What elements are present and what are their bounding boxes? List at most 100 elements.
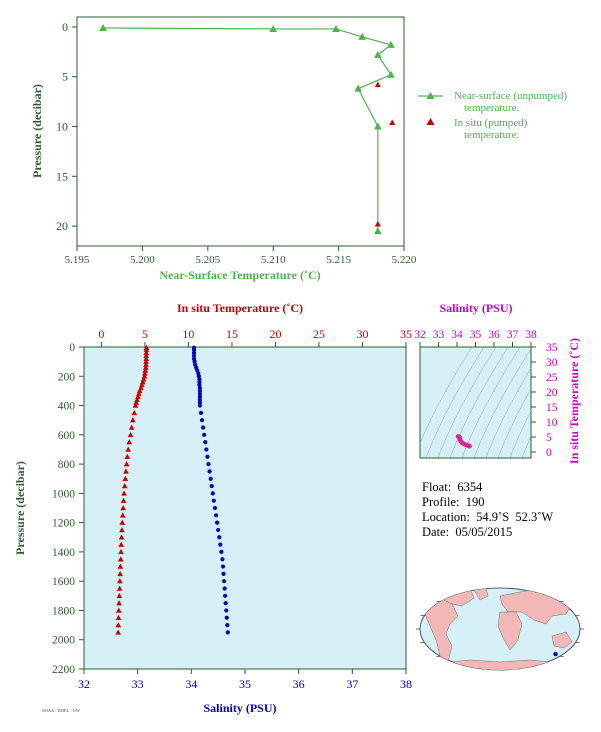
ts-y-tick-label-5: 25 xyxy=(546,372,558,384)
salinity-point-27 xyxy=(205,454,210,459)
temperature-tick-label-7: 35 xyxy=(400,327,412,341)
top-y-ticks: 0 5 10 15 20 xyxy=(56,20,77,233)
salinity-point-50 xyxy=(225,622,230,628)
salinity-tick-label-6: 38 xyxy=(400,677,412,691)
temperature-tick-label-1: 5 xyxy=(142,327,148,341)
float-info: Float: 6354 Profile: 190 Location: 54.9˚… xyxy=(422,480,553,540)
ts-x-tick-label-4: 36 xyxy=(488,329,500,341)
unpumped-point-5 xyxy=(374,50,382,58)
temperature-point-41 xyxy=(117,556,124,562)
legend-unpumped-label-2: temperature. xyxy=(464,102,520,114)
temperature-point-36 xyxy=(119,519,126,525)
temperature-point-23 xyxy=(128,424,135,430)
pumped-point-2 xyxy=(374,220,381,227)
land-africa xyxy=(497,611,523,651)
ts-y-tick-label-2: 10 xyxy=(546,417,558,429)
isoline-6 xyxy=(485,367,531,458)
isoline-5 xyxy=(473,348,531,458)
unpumped-point-0 xyxy=(99,23,107,31)
profile-row: Profile: 190 xyxy=(422,495,553,510)
salinity-point-16 xyxy=(197,391,203,396)
temperature-point-8 xyxy=(142,367,149,373)
temperature-profile-marks xyxy=(115,344,150,635)
isoline-8 xyxy=(509,410,531,458)
temperature-axis-ticks: 0 5 10 15 20 25 30 35 xyxy=(98,327,412,347)
float-location-dot xyxy=(553,651,558,657)
pressure-profile-chart: 0 5 10 15 20 25 30 35 32 33 34 35 36 37 38 0 200 400 600… xyxy=(13,301,412,715)
temperature-point-21 xyxy=(131,409,138,416)
map-graticule-ticks xyxy=(416,601,584,657)
float-id-label: Float: xyxy=(422,480,452,494)
pressure-axis-ticks: 0 200 400 600 800 1000 1200 1400 1600 1800 2000 220… xyxy=(52,342,84,676)
salinity-point-44 xyxy=(221,579,227,584)
float-id-row: Float: 6354 xyxy=(422,480,553,495)
land-antarctica xyxy=(429,659,571,670)
temperature-point-3 xyxy=(143,352,150,359)
salinity-point-12 xyxy=(197,380,202,385)
temperature-point-29 xyxy=(123,468,129,474)
salinity-point-30 xyxy=(208,476,213,481)
temperature-point-44 xyxy=(117,578,123,584)
top-x-tick-label-4: 5.215 xyxy=(326,254,351,266)
temperature-point-35 xyxy=(119,512,126,518)
salinity-point-48 xyxy=(224,608,229,613)
temperature-tick-label-0: 0 xyxy=(98,327,104,341)
location-value: 54.9˚S 52.3˚W xyxy=(476,510,554,524)
pressure-tick-label-0: 0 xyxy=(69,342,75,354)
salinity-point-26 xyxy=(204,447,209,452)
salinity-point-28 xyxy=(206,461,211,467)
float-location-map xyxy=(416,587,584,671)
isoline-15 xyxy=(590,335,601,468)
legend-unpumped-marker xyxy=(426,92,435,99)
temperature-point-12 xyxy=(139,379,146,385)
temperature-point-10 xyxy=(141,373,148,379)
unpumped-point-8 xyxy=(374,122,382,130)
temperature-point-1 xyxy=(143,346,150,353)
profile-value: 190 xyxy=(465,495,485,509)
temperature-point-15 xyxy=(136,387,143,394)
land-americas xyxy=(423,595,459,669)
salinity-point-17 xyxy=(197,394,203,399)
salinity-point-37 xyxy=(216,527,221,533)
temperature-point-50 xyxy=(115,622,122,628)
salinity-point-46 xyxy=(223,593,228,598)
temperature-point-42 xyxy=(117,563,124,569)
isoline-9 xyxy=(521,435,531,458)
legend-pumped-label-2: temperature. xyxy=(464,129,520,141)
salinity-point-49 xyxy=(224,615,229,620)
temperature-point-46 xyxy=(116,592,123,599)
unpumped-temperature-line xyxy=(103,27,393,232)
top-x-tick-label-2: 5.205 xyxy=(195,254,220,266)
top-series-marks xyxy=(99,23,396,235)
top-x-axis-label: Near-Surface Temperature (˚C) xyxy=(159,268,320,282)
temperature-tick-label-4: 20 xyxy=(269,327,281,341)
near-surface-temperature-chart: 5.195 5.200 5.205 5.210 5.215 5.220 05101520 … xyxy=(30,16,567,282)
density-isolines xyxy=(420,335,601,468)
ts-x-tick-label-5: 37 xyxy=(507,329,519,341)
temperature-point-39 xyxy=(118,541,125,547)
temperature-point-47 xyxy=(116,600,122,606)
salinity-point-38 xyxy=(217,535,222,540)
temperature-tick-label-2: 10 xyxy=(182,327,194,341)
temperature-point-4 xyxy=(143,355,150,361)
ts-x-tick-label-0: 32 xyxy=(414,329,426,341)
ts-y-tick-label-0: 0 xyxy=(546,447,552,459)
temperature-point-40 xyxy=(118,548,124,555)
salinity-point-40 xyxy=(219,549,224,555)
salinity-point-34 xyxy=(212,505,218,511)
salinity-point-2 xyxy=(191,350,197,355)
ts-y-ticks: 0 5 10 15 20 25 30 35 xyxy=(531,342,558,459)
date-value: 05/05/2015 xyxy=(455,525,513,539)
credit-text: NOAA / PMEL / UW xyxy=(42,708,80,713)
temperature-point-28 xyxy=(123,461,130,467)
ts-x-tick-label-6: 38 xyxy=(525,329,537,341)
unpumped-point-7 xyxy=(354,84,363,92)
salinity-point-25 xyxy=(203,440,208,445)
temperature-point-27 xyxy=(124,453,131,460)
pressure-tick-label-1: 200 xyxy=(58,371,76,383)
salinity-point-21 xyxy=(198,410,204,415)
isoline-1 xyxy=(425,347,485,458)
temperature-axis-title: In situ Temperature (˚C) xyxy=(177,301,303,315)
temperature-point-49 xyxy=(115,614,122,621)
salinity-point-18 xyxy=(197,397,203,402)
